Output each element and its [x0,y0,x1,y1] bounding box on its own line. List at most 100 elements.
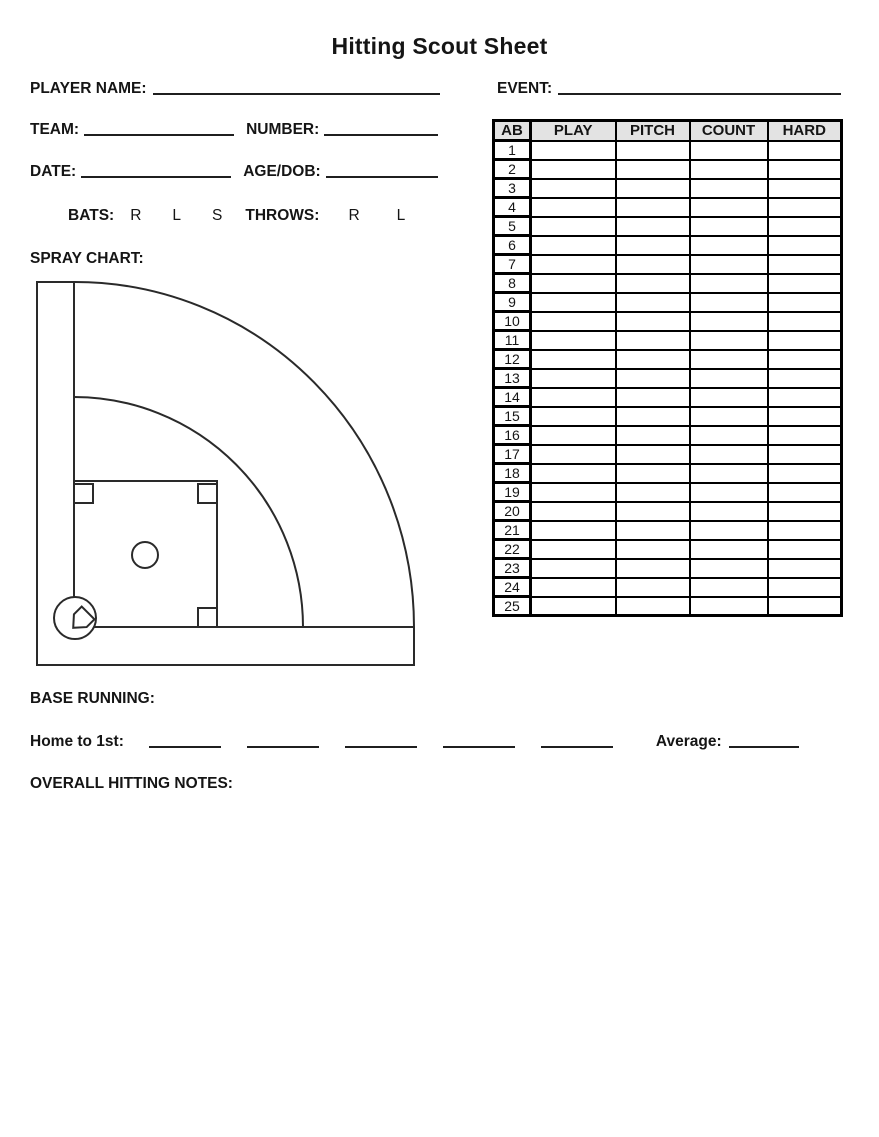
ab-number-cell: 1 [492,139,532,161]
ab-table-row: 9 [492,291,843,313]
pitch-cell [614,196,691,218]
ab-number-cell: 17 [492,443,532,465]
ab-number-cell: 11 [492,329,532,351]
play-cell [529,367,617,389]
event-row: EVENT: [497,80,842,98]
player-name-blank-line [152,81,440,95]
hard-cell [766,557,843,579]
pitch-cell [614,557,691,579]
home-to-1st-blanks [124,733,613,750]
hard-cell [766,348,843,370]
ab-number-cell: 21 [492,519,532,541]
player-name-label: PLAYER NAME: [30,80,147,97]
ab-number-cell: 12 [492,348,532,370]
hard-cell [766,462,843,484]
spray-chart-label: SPRAY CHART: [30,250,144,267]
play-cell [529,158,617,180]
ab-table-row: 17 [492,443,843,465]
pitch-cell [614,139,691,161]
pitch-cell [614,158,691,180]
page-title: Hitting Scout Sheet [331,33,548,59]
hard-cell [766,386,843,408]
count-cell [688,500,769,522]
pitch-cell [614,576,691,598]
bats-option-left: L [172,207,182,224]
play-cell [529,538,617,560]
hard-column-header: HARD [766,119,843,142]
ab-column-header: AB [492,119,532,142]
date-age-row: DATE: AGE/DOB: [30,163,438,181]
second-base [197,483,218,504]
play-cell [529,481,617,503]
hard-cell [766,500,843,522]
hard-cell [766,443,843,465]
ab-number-cell: 5 [492,215,532,237]
team-number-row: TEAM: NUMBER: [30,121,439,139]
play-cell [529,557,617,579]
pitch-cell [614,538,691,560]
ab-number-cell: 20 [492,500,532,522]
ab-table-row: 21 [492,519,843,541]
hard-cell [766,367,843,389]
overall-hitting-notes-section: OVERALL HITTING NOTES: [30,775,233,793]
ab-table-row: 19 [492,481,843,503]
throws-option-left: L [396,207,406,224]
count-cell [688,557,769,579]
ab-number-cell: 25 [492,595,532,617]
ab-table-row: 4 [492,196,843,218]
ab-table-row: 16 [492,424,843,446]
ab-table-row: 14 [492,386,843,408]
play-cell [529,329,617,351]
event-blank-line [558,81,842,95]
pitch-cell [614,272,691,294]
count-cell [688,405,769,427]
pitch-cell [614,500,691,522]
play-cell [529,291,617,313]
throws-label: THROWS: [245,207,320,224]
hard-cell [766,272,843,294]
count-cell [688,386,769,408]
ab-table-row: 12 [492,348,843,370]
ab-table-row: 20 [492,500,843,522]
base-running-section: BASE RUNNING: [30,690,155,708]
age-dob-label: AGE/DOB: [243,163,321,180]
player-name-row: PLAYER NAME: [30,80,440,98]
infield-grass-arc [73,396,304,628]
home-to-1st-time-blank-line [540,734,613,748]
play-cell [529,272,617,294]
hard-cell [766,329,843,351]
home-to-1st-time-blank-line [442,734,515,748]
pitch-cell [614,253,691,275]
hard-cell [766,310,843,332]
ab-number-cell: 23 [492,557,532,579]
pitch-column-header: PITCH [614,119,691,142]
ab-number-cell: 4 [492,196,532,218]
ab-number-cell: 2 [492,158,532,180]
count-cell [688,462,769,484]
pitch-cell [614,177,691,199]
hard-cell [766,405,843,427]
ab-number-cell: 16 [492,424,532,446]
ab-table-row: 8 [492,272,843,294]
count-cell [688,443,769,465]
bats-label: BATS: [68,207,115,224]
pitch-cell [614,291,691,313]
hard-cell [766,538,843,560]
age-dob-blank-line [325,164,438,178]
bats-throws-row: BATS: R L S THROWS: R L [68,207,405,225]
pitch-cell [614,329,691,351]
count-cell [688,234,769,256]
ab-table-row: 5 [492,215,843,237]
ab-table-row: 2 [492,158,843,180]
pitch-cell [614,234,691,256]
home-to-1st-label: Home to 1st: [30,733,124,750]
play-cell [529,310,617,332]
count-cell [688,272,769,294]
bats-option-right: R [130,207,142,224]
hard-cell [766,519,843,541]
play-cell [529,177,617,199]
hard-cell [766,234,843,256]
hard-cell [766,595,843,617]
count-cell [688,291,769,313]
